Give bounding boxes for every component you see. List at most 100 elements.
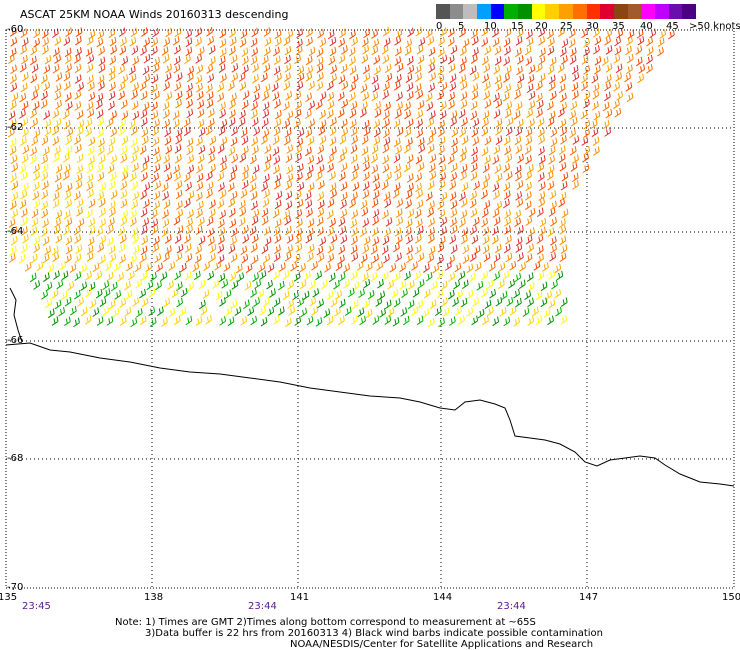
wind-barb	[86, 252, 94, 262]
wind-barb	[198, 127, 206, 138]
wind-barb	[63, 316, 71, 326]
wind-barb	[209, 253, 216, 263]
wind-barb	[338, 74, 346, 85]
wind-barb	[227, 81, 235, 92]
wind-barb	[305, 72, 313, 82]
wind-barb	[382, 143, 390, 154]
wind-barb	[362, 44, 370, 55]
wind-barb	[592, 136, 600, 146]
wind-barb	[535, 290, 543, 301]
wind-barb	[614, 46, 622, 56]
wind-barb	[141, 271, 148, 281]
wind-barb	[164, 127, 172, 138]
wind-barb	[517, 252, 524, 262]
wind-barb	[219, 209, 227, 220]
wind-barb	[114, 290, 122, 300]
wind-barb	[234, 306, 242, 316]
wind-barb	[572, 72, 580, 82]
wind-barb	[240, 29, 248, 39]
wind-barb	[284, 215, 292, 226]
wind-barb	[458, 109, 466, 119]
wind-barb	[69, 263, 77, 273]
wind-barb	[217, 218, 225, 229]
wind-barb	[152, 136, 160, 147]
wind-barb	[33, 171, 41, 181]
wind-barb	[295, 45, 303, 56]
time-label-3: 23:44	[497, 601, 526, 612]
wind-barb	[209, 199, 216, 210]
legend-swatch	[477, 4, 492, 19]
wind-barb	[414, 209, 422, 219]
wind-barb	[317, 252, 325, 263]
wind-barb	[384, 227, 391, 238]
wind-barb	[371, 29, 378, 39]
wind-barb	[168, 261, 176, 271]
wind-barb	[513, 110, 521, 120]
wind-barb	[285, 200, 293, 211]
wind-barb	[220, 162, 227, 173]
wind-barb	[174, 270, 181, 281]
wind-barb	[427, 144, 435, 154]
wind-barb	[635, 56, 643, 67]
wind-barb	[429, 299, 437, 309]
wind-barb	[106, 145, 114, 155]
wind-barb	[10, 154, 18, 165]
wind-barb	[130, 27, 138, 38]
wind-barb	[121, 164, 129, 174]
wind-barb	[98, 46, 105, 56]
wind-barb	[359, 315, 367, 326]
legend-tick: 30	[586, 21, 599, 32]
wind-barb	[41, 208, 49, 219]
wind-barb	[569, 55, 577, 65]
wind-barb	[528, 100, 536, 110]
wind-barb	[146, 280, 154, 291]
wind-barb	[64, 190, 72, 200]
wind-barb	[155, 280, 162, 291]
wind-barb	[295, 145, 302, 155]
wind-barb	[328, 272, 336, 283]
wind-barb	[195, 37, 202, 47]
wind-barb	[119, 234, 127, 244]
wind-barb	[560, 181, 568, 191]
wind-barb	[173, 215, 181, 226]
wind-barb	[33, 28, 41, 39]
wind-barb	[613, 81, 621, 92]
wind-barb	[174, 27, 182, 38]
legend-swatch	[545, 4, 560, 19]
wind-barb	[407, 280, 415, 290]
wind-barb	[162, 209, 169, 219]
wind-barb	[272, 146, 280, 157]
wind-barb	[86, 36, 94, 46]
wind-barb	[305, 146, 312, 157]
wind-barb	[538, 36, 545, 46]
wind-barb	[262, 109, 270, 119]
wind-barb	[571, 172, 579, 183]
wind-barb	[252, 208, 260, 219]
wind-barb	[540, 297, 548, 308]
wind-barb	[557, 107, 565, 118]
wind-barb	[482, 117, 489, 128]
wind-barb	[284, 252, 292, 262]
wind-barb	[263, 46, 271, 57]
wind-barb	[458, 27, 466, 38]
wind-barb	[97, 29, 105, 40]
wind-barb	[186, 72, 194, 83]
wind-barb	[427, 317, 435, 328]
wind-barb	[184, 270, 192, 281]
wind-barb	[482, 73, 489, 84]
wind-barb	[448, 254, 455, 265]
wind-barb	[338, 315, 345, 326]
wind-barb	[357, 307, 365, 318]
wind-barb	[44, 118, 52, 129]
wind-barb	[625, 82, 633, 92]
wind-barb	[41, 154, 48, 165]
wind-barb	[416, 118, 423, 129]
wind-barb	[528, 64, 536, 75]
wind-barb	[570, 162, 578, 172]
wind-barb	[263, 27, 271, 37]
wind-barb	[558, 145, 566, 155]
wind-barb	[19, 63, 27, 73]
wind-barb	[372, 253, 379, 264]
wind-barb	[262, 297, 270, 307]
wind-barb	[316, 245, 324, 256]
